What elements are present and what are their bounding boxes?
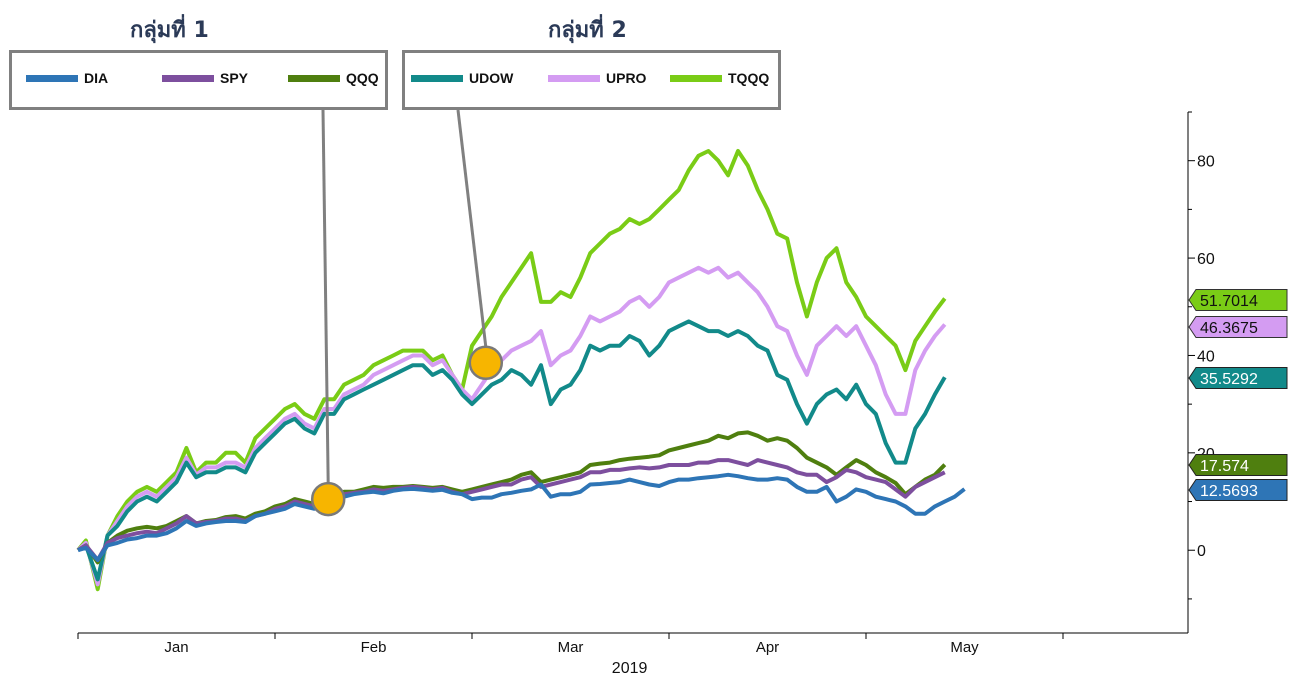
series-line-udow bbox=[76, 319, 947, 582]
legend-label-tqqq: TQQQ bbox=[728, 70, 770, 86]
series-line-qqq bbox=[76, 430, 947, 565]
y-tick-label: 40 bbox=[1197, 348, 1215, 365]
group-2-title: กลุ่มที่ 2 bbox=[548, 18, 627, 43]
legend-swatch-dia bbox=[26, 74, 78, 82]
group-1-title: กลุ่มที่ 1 bbox=[130, 18, 209, 43]
annotation-connector bbox=[456, 109, 488, 347]
end-label-tag-qqq bbox=[1188, 454, 1288, 476]
legend-label-qqq: QQQ bbox=[346, 70, 379, 86]
x-tick-label: Feb bbox=[361, 639, 387, 656]
end-label-value-upro: 46.3675 bbox=[1200, 320, 1258, 337]
legend-item-tqqq: TQQQ bbox=[670, 70, 769, 86]
x-tick-label: Jan bbox=[164, 639, 188, 656]
legend-item-qqq: QQQ bbox=[288, 70, 379, 86]
legend-label-udow: UDOW bbox=[469, 70, 514, 86]
annotations bbox=[310, 109, 504, 517]
legend-label-spy: SPY bbox=[220, 70, 249, 86]
legend-swatch-upro bbox=[548, 74, 600, 82]
series-line-spy bbox=[76, 458, 946, 562]
annotation-marker bbox=[468, 345, 504, 381]
legend-item-upro: UPRO bbox=[548, 70, 646, 86]
series-lines bbox=[76, 149, 966, 592]
y-tick-label: 80 bbox=[1197, 154, 1215, 171]
y-tick-label: 0 bbox=[1197, 543, 1206, 560]
end-label-value-udow: 35.5292 bbox=[1200, 371, 1258, 388]
legend-item-spy: SPY bbox=[162, 70, 248, 86]
legend-swatch-qqq bbox=[288, 74, 340, 82]
legend-group-1: DIA SPY QQQ bbox=[9, 50, 388, 110]
x-tick-label: Mar bbox=[558, 639, 584, 656]
legend-swatch-udow bbox=[411, 74, 463, 82]
x-axis-title: 2019 bbox=[612, 660, 648, 677]
series-line-tqqq bbox=[76, 149, 947, 592]
legend-group-2: UDOW UPRO TQQQ bbox=[402, 50, 781, 110]
x-tick-label: May bbox=[950, 639, 979, 656]
legend-label-dia: DIA bbox=[84, 70, 109, 86]
end-label-value-dia: 12.5693 bbox=[1200, 483, 1258, 500]
legend-swatch-spy bbox=[162, 74, 214, 82]
legend-label-upro: UPRO bbox=[606, 70, 647, 86]
x-tick-label: Apr bbox=[756, 639, 779, 656]
axes: JanFebMarAprMay2019020406080 bbox=[77, 111, 1215, 677]
end-label-tag-udow bbox=[1188, 367, 1288, 389]
end-label-tag-dia bbox=[1188, 479, 1288, 501]
end-label-value-qqq: 17.574 bbox=[1200, 458, 1249, 475]
series-line-dia bbox=[77, 472, 966, 562]
end-label-tag-upro bbox=[1188, 316, 1288, 338]
end-labels: 12.5693 17.574 35.5292 46.3675 51.7014 bbox=[1188, 289, 1288, 501]
series-line-upro bbox=[76, 265, 947, 587]
legend-swatch-tqqq bbox=[670, 74, 722, 82]
annotation-marker bbox=[310, 481, 346, 517]
y-tick-label: 60 bbox=[1197, 251, 1215, 268]
end-label-tag-tqqq bbox=[1188, 289, 1288, 311]
legend-item-dia: DIA bbox=[26, 70, 108, 86]
legend-item-udow: UDOW bbox=[411, 70, 513, 86]
annotation-connector bbox=[321, 109, 330, 484]
end-label-value-tqqq: 51.7014 bbox=[1200, 293, 1258, 310]
